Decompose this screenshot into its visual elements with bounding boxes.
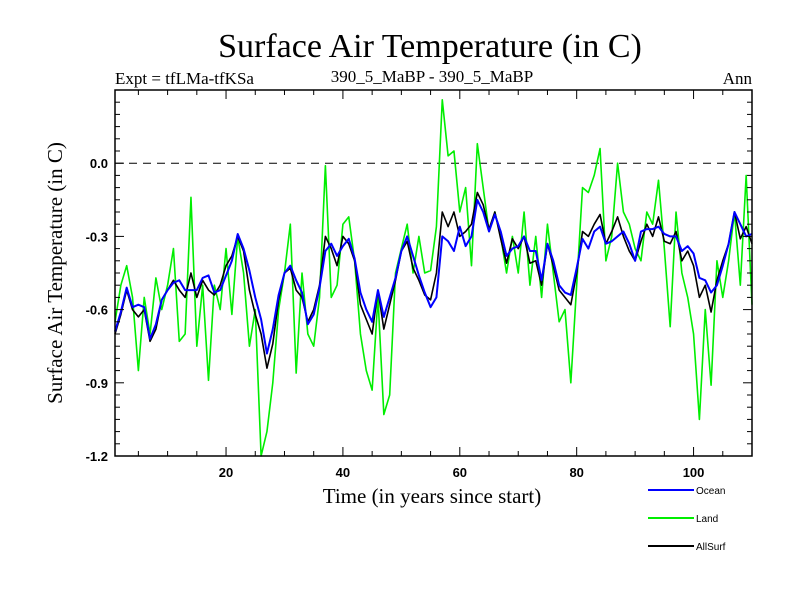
legend-label-land: Land — [696, 514, 718, 525]
x-tick-label: 80 — [569, 465, 583, 480]
tick-labels: 20 40 60 80 100 -1.2 -0.9 -0.6 -0.3 0.0 — [86, 156, 705, 480]
legend-label-allsurf: AllSurf — [696, 542, 726, 553]
axis-ticks — [115, 89, 753, 457]
y-tick-label: -0.9 — [86, 376, 108, 391]
legend: Ocean Land AllSurf — [648, 486, 726, 553]
y-axis-label: Surface Air Temperature (in C) — [43, 142, 67, 404]
subtitle-center: 390_5_MaBP - 390_5_MaBP — [331, 67, 533, 86]
legend-label-ocean: Ocean — [696, 486, 725, 497]
y-tick-label: -0.6 — [86, 303, 108, 318]
y-tick-label: 0.0 — [90, 156, 108, 171]
chart-title: Surface Air Temperature (in C) — [218, 28, 642, 65]
x-tick-label: 20 — [219, 465, 233, 480]
x-tick-label: 60 — [453, 465, 467, 480]
y-tick-label: -1.2 — [86, 449, 108, 464]
series-line-allsurf — [114, 191, 753, 369]
subtitle-left: Expt = tfLMa-tfKSa — [115, 69, 254, 88]
x-tick-label: 100 — [683, 465, 705, 480]
x-tick-label: 40 — [336, 465, 350, 480]
series-line-ocean — [114, 198, 753, 355]
plot-frame — [114, 89, 753, 457]
series-line-land — [114, 98, 753, 457]
subtitle-right: Ann — [723, 69, 753, 88]
y-tick-label: -0.3 — [86, 229, 108, 244]
x-axis-label: Time (in years since start) — [323, 484, 542, 508]
series-layer — [114, 98, 753, 457]
